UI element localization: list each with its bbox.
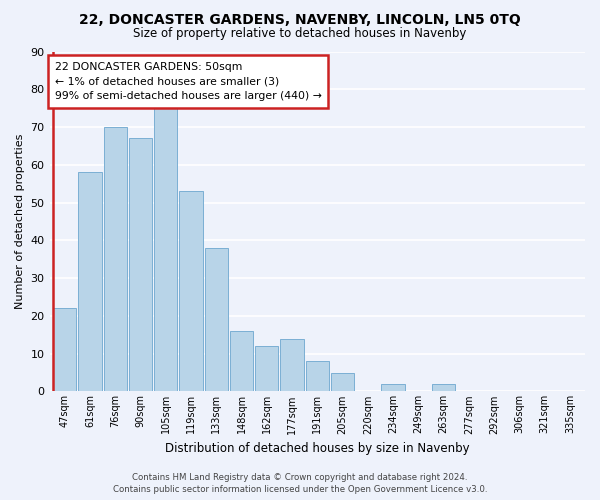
Y-axis label: Number of detached properties: Number of detached properties: [15, 134, 25, 309]
Bar: [79, 172, 101, 392]
Text: 22 DONCASTER GARDENS: 50sqm
← 1% of detached houses are smaller (3)
99% of semi-: 22 DONCASTER GARDENS: 50sqm ← 1% of deta…: [55, 62, 322, 102]
Text: 22, DONCASTER GARDENS, NAVENBY, LINCOLN, LN5 0TQ: 22, DONCASTER GARDENS, NAVENBY, LINCOLN,…: [79, 12, 521, 26]
Bar: [280, 338, 304, 392]
Bar: [382, 384, 404, 392]
Bar: [104, 127, 127, 392]
Text: Contains HM Land Registry data © Crown copyright and database right 2024.
Contai: Contains HM Land Registry data © Crown c…: [113, 472, 487, 494]
Bar: [179, 191, 203, 392]
X-axis label: Distribution of detached houses by size in Navenby: Distribution of detached houses by size …: [165, 442, 470, 455]
Bar: [53, 308, 76, 392]
Bar: [129, 138, 152, 392]
Bar: [205, 248, 228, 392]
Bar: [154, 108, 178, 392]
Text: Size of property relative to detached houses in Navenby: Size of property relative to detached ho…: [133, 28, 467, 40]
Bar: [305, 361, 329, 392]
Bar: [230, 331, 253, 392]
Bar: [331, 372, 354, 392]
Bar: [432, 384, 455, 392]
Bar: [255, 346, 278, 392]
